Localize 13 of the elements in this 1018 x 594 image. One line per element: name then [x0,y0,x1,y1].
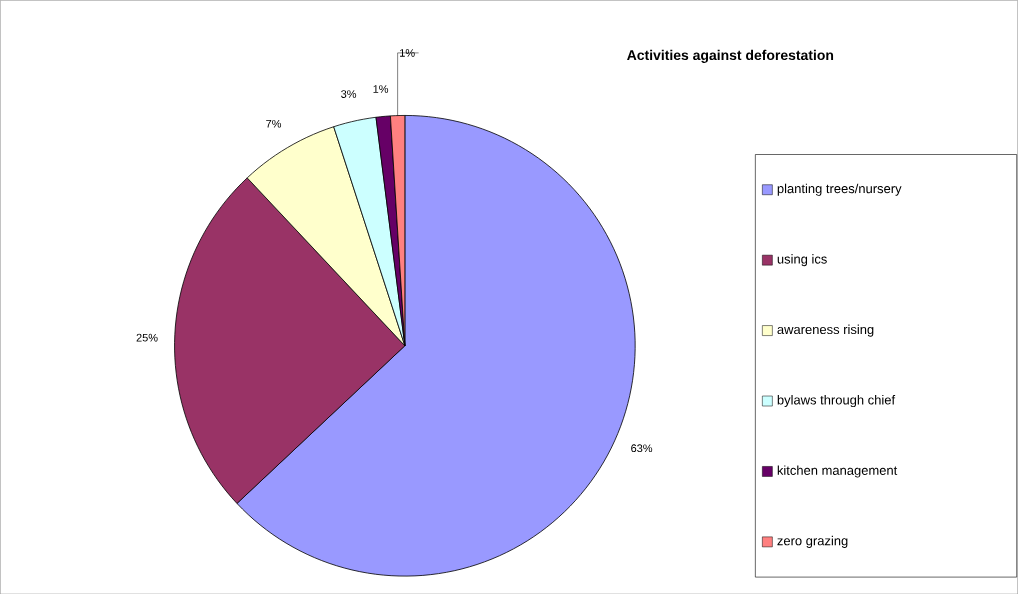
data-label: 25% [136,333,158,342]
legend-label: using ics [777,253,827,266]
legend-label: planting trees/nursery [777,183,902,196]
data-label: 3% [341,89,357,98]
data-label: 1% [373,84,389,93]
data-label: 1% [400,48,415,57]
legend-label: awareness rising [777,324,874,337]
chart-title: Activities against deforestation [627,49,834,63]
data-label: 63% [631,444,653,452]
legend-label: kitchen management [777,465,898,478]
legend-label: bylaws through chief [777,394,896,407]
data-label: 7% [266,119,282,128]
legend-label: zero grazing [777,535,848,548]
